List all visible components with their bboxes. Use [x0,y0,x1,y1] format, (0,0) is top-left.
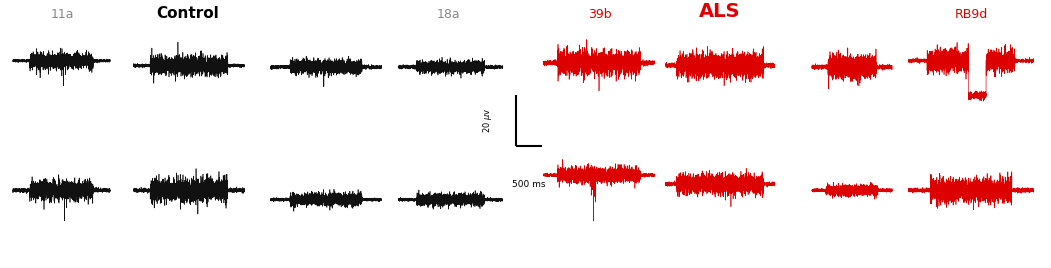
Text: 18a: 18a [436,8,460,21]
Text: 20 $\mu$v: 20 $\mu$v [480,108,494,133]
Text: ALS: ALS [699,2,741,21]
Text: 39b: 39b [589,8,612,21]
Text: 500 ms: 500 ms [512,180,545,189]
Text: Control: Control [157,6,220,21]
Text: RB9d: RB9d [954,8,988,21]
Text: 11a: 11a [50,8,74,21]
